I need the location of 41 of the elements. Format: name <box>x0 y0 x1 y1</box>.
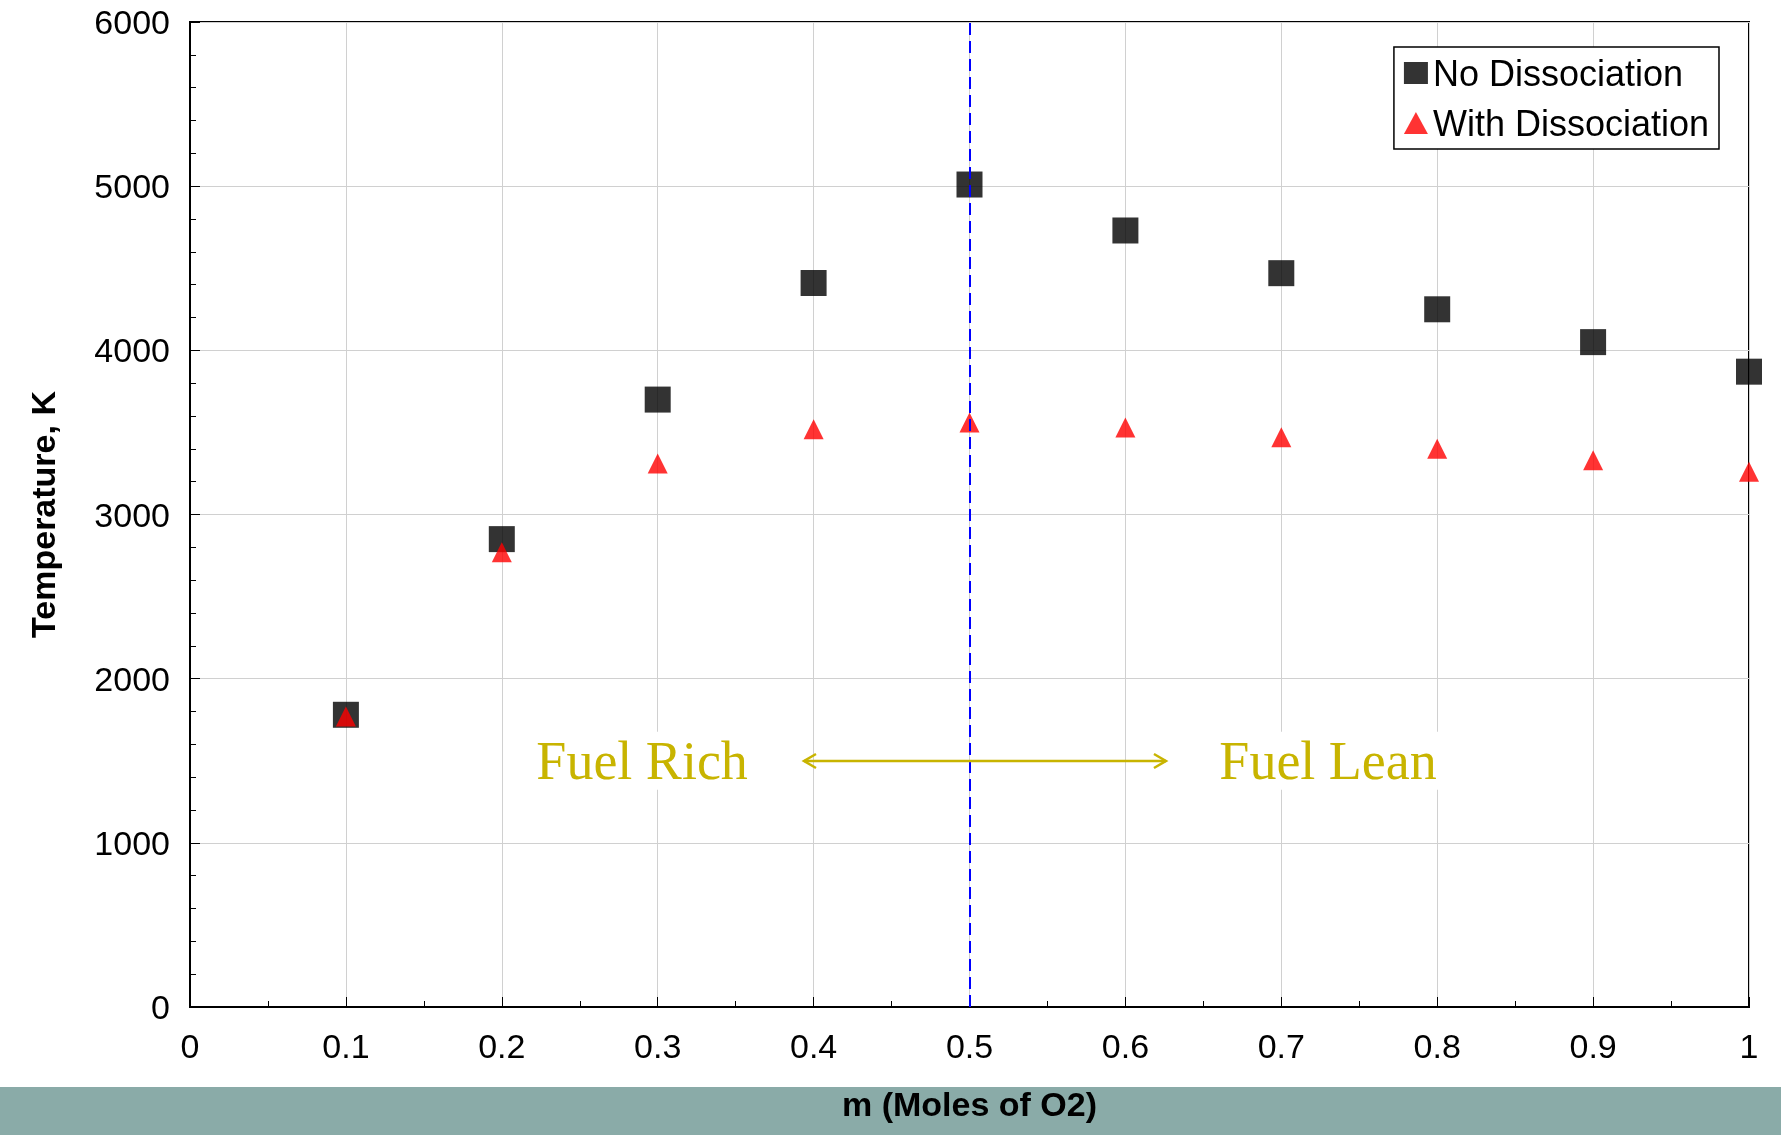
point <box>644 386 671 413</box>
point <box>1739 461 1759 482</box>
x-tick-label: 0.3 <box>634 1027 682 1065</box>
point <box>1424 296 1451 323</box>
legend-label: With Dissociation <box>1432 102 1710 144</box>
x-tick-label: 0.4 <box>789 1027 838 1065</box>
point <box>1268 260 1295 287</box>
point <box>800 270 827 297</box>
x-tick-label: 1 <box>1739 1027 1759 1065</box>
y-tick-label: 5000 <box>94 167 170 206</box>
point <box>491 542 512 563</box>
point <box>1427 438 1448 459</box>
y-tick-label: 0 <box>151 988 170 1026</box>
point <box>1112 217 1139 244</box>
point <box>803 419 824 440</box>
y-tick-label: 4000 <box>94 331 170 370</box>
x-tick-label: 0.8 <box>1413 1027 1461 1065</box>
x-tick-label: 0.5 <box>945 1027 994 1065</box>
point <box>1736 358 1762 385</box>
x-axis-title: m (Moles of O2) <box>841 1085 1098 1123</box>
point <box>488 526 515 553</box>
point <box>647 453 668 474</box>
point <box>1583 450 1604 471</box>
point <box>1115 417 1136 438</box>
y-axis-title: Temperature, K <box>24 390 62 638</box>
y-tick-label: 3000 <box>94 495 170 534</box>
legend-label: No Dissociation <box>1432 52 1684 94</box>
point <box>956 171 983 198</box>
annotation: Fuel Rich <box>536 730 748 791</box>
x-tick-label: 0.1 <box>322 1027 370 1065</box>
point <box>1580 329 1607 356</box>
y-tick-label: 2000 <box>94 659 170 698</box>
point <box>1271 427 1292 448</box>
x-tick-label: 0.7 <box>1257 1027 1305 1065</box>
x-tick-label: 0 <box>180 1027 200 1065</box>
y-tick-label: 6000 <box>94 3 170 41</box>
x-tick-label: 0.6 <box>1101 1027 1150 1065</box>
annotation: Fuel Lean <box>1219 730 1437 791</box>
x-tick-label: 0.9 <box>1569 1027 1617 1065</box>
x-tick-label: 0.2 <box>478 1027 526 1065</box>
y-tick-label: 1000 <box>94 823 170 862</box>
